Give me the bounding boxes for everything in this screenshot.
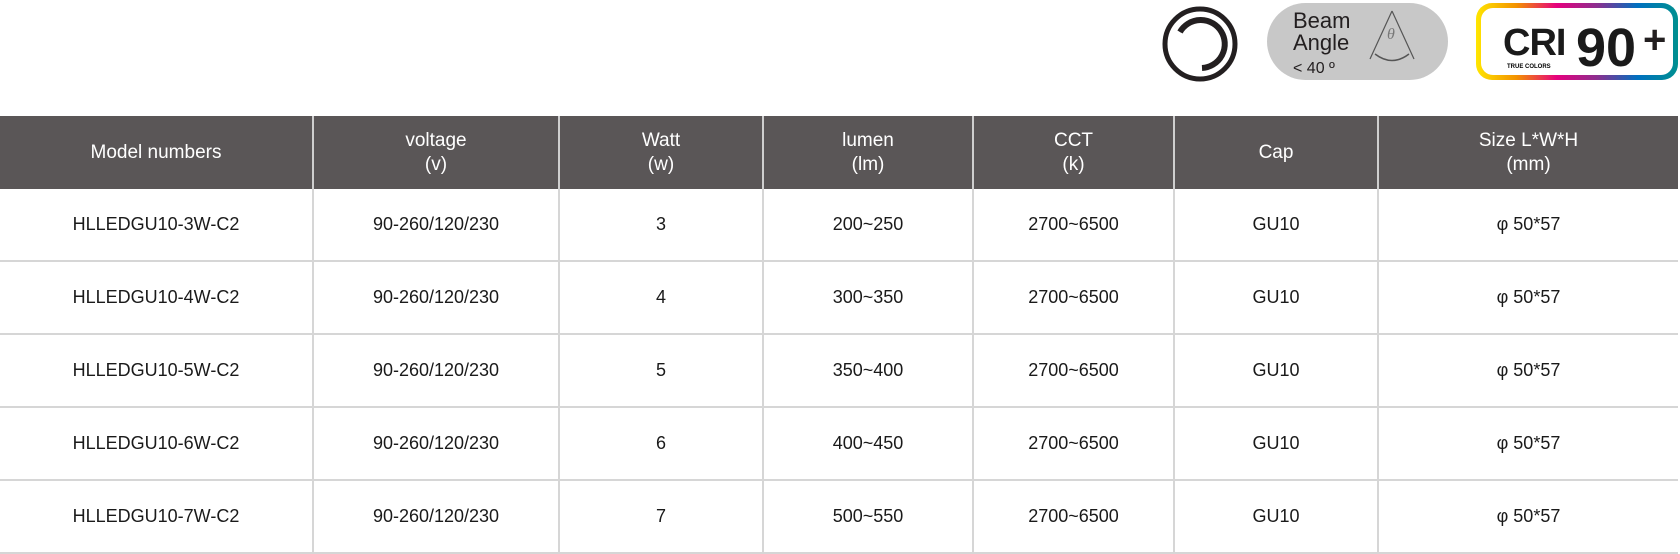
header-unit: (mm) — [1506, 153, 1551, 175]
table-cell: 90-260/120/230 — [312, 189, 559, 262]
table-cell: 200~250 — [762, 189, 973, 262]
table-cell: GU10 — [1173, 334, 1378, 408]
table-cell: GU10 — [1173, 189, 1378, 262]
cri-value: 90 — [1576, 18, 1637, 78]
table-cell: 90-260/120/230 — [312, 334, 559, 408]
table-row: HLLEDGU10-3W-C2 90-260/120/230 3 200~250 270… — [0, 189, 1678, 262]
header-label: CCT — [1053, 129, 1094, 151]
cri-label: CRI — [1503, 22, 1566, 64]
header-label: Model numbers — [90, 141, 222, 163]
dimmable-icon — [1160, 4, 1240, 84]
table-row: HLLEDGU10-4W-C2 90-260/120/230 4 300~350 270… — [0, 261, 1678, 335]
table-cell: 2700~6500 — [972, 261, 1174, 335]
cri-plus: + — [1643, 18, 1667, 62]
table-cell: 300~350 — [762, 261, 973, 335]
table-cell: HLLEDGU10-5W-C2 — [0, 334, 313, 408]
table-cell: φ 50*57 — [1377, 261, 1678, 335]
header-label: Size L*W*H — [1478, 129, 1579, 151]
header-label: Watt — [641, 129, 681, 151]
header-row: Model numbers voltage (v) Watt (w) lumen (lm) C… — [0, 116, 1678, 189]
table-cell: 90-260/120/230 — [312, 407, 559, 481]
table-cell: 2700~6500 — [972, 189, 1174, 262]
beam-label-line1: Beam — [1293, 8, 1351, 33]
header-unit: (v) — [424, 153, 448, 175]
column-header: Size L*W*H (mm) — [1377, 116, 1678, 189]
column-header: voltage (v) — [312, 116, 559, 189]
table-cell: 5 — [558, 334, 763, 408]
table-cell: HLLEDGU10-7W-C2 — [0, 480, 313, 554]
table-cell: 2700~6500 — [972, 480, 1174, 554]
header-label: Cap — [1258, 141, 1294, 163]
table-cell: HLLEDGU10-3W-C2 — [0, 189, 313, 262]
table-row: HLLEDGU10-5W-C2 90-260/120/230 5 350~400 270… — [0, 334, 1678, 408]
header-unit: (k) — [1062, 153, 1085, 175]
header-label: lumen — [842, 129, 894, 151]
table-cell: 3 — [558, 189, 763, 262]
cri-badge: CRI TRUE COLORS 90 + — [1476, 3, 1678, 80]
table-row: HLLEDGU10-6W-C2 90-260/120/230 6 400~450 270… — [0, 407, 1678, 481]
table-cell: 2700~6500 — [972, 334, 1174, 408]
column-header: Cap — [1173, 116, 1378, 189]
beam-cone-icon: θ — [1369, 10, 1415, 62]
table-cell: 6 — [558, 407, 763, 481]
beam-label-line2: Angle — [1293, 30, 1350, 55]
header-unit: (lm) — [851, 153, 885, 175]
table-cell: 500~550 — [762, 480, 973, 554]
table-cell: HLLEDGU10-4W-C2 — [0, 261, 313, 335]
table-cell: GU10 — [1173, 261, 1378, 335]
column-header: CCT (k) — [972, 116, 1174, 189]
table-cell: 90-260/120/230 — [312, 480, 559, 554]
cri-sub: TRUE COLORS — [1507, 64, 1551, 70]
table-cell: HLLEDGU10-6W-C2 — [0, 407, 313, 481]
table-cell: φ 50*57 — [1377, 407, 1678, 481]
table-cell: φ 50*57 — [1377, 189, 1678, 262]
table-cell: 400~450 — [762, 407, 973, 481]
beam-angle-value: < 40 º — [1293, 60, 1335, 77]
column-header: lumen (lm) — [762, 116, 973, 189]
table-cell: φ 50*57 — [1377, 480, 1678, 554]
beam-angle-badge: Beam Angle < 40 º θ — [1267, 3, 1448, 80]
table-cell: 7 — [558, 480, 763, 554]
column-header: Model numbers — [0, 116, 313, 189]
table-cell: GU10 — [1173, 480, 1378, 554]
table-cell: 350~400 — [762, 334, 973, 408]
table-cell: 2700~6500 — [972, 407, 1174, 481]
spec-table: Model numbers voltage (v) Watt (w) lumen (lm) C… — [0, 116, 1678, 554]
table-cell: φ 50*57 — [1377, 334, 1678, 408]
column-header: Watt (w) — [558, 116, 763, 189]
table-cell: GU10 — [1173, 407, 1378, 481]
theta-symbol: θ — [1387, 26, 1395, 43]
header-unit: (w) — [647, 153, 675, 175]
table-row: HLLEDGU10-7W-C2 90-260/120/230 7 500~550 270… — [0, 480, 1678, 554]
table-cell: 4 — [558, 261, 763, 335]
table-cell: 90-260/120/230 — [312, 261, 559, 335]
header-label: voltage — [405, 129, 467, 151]
